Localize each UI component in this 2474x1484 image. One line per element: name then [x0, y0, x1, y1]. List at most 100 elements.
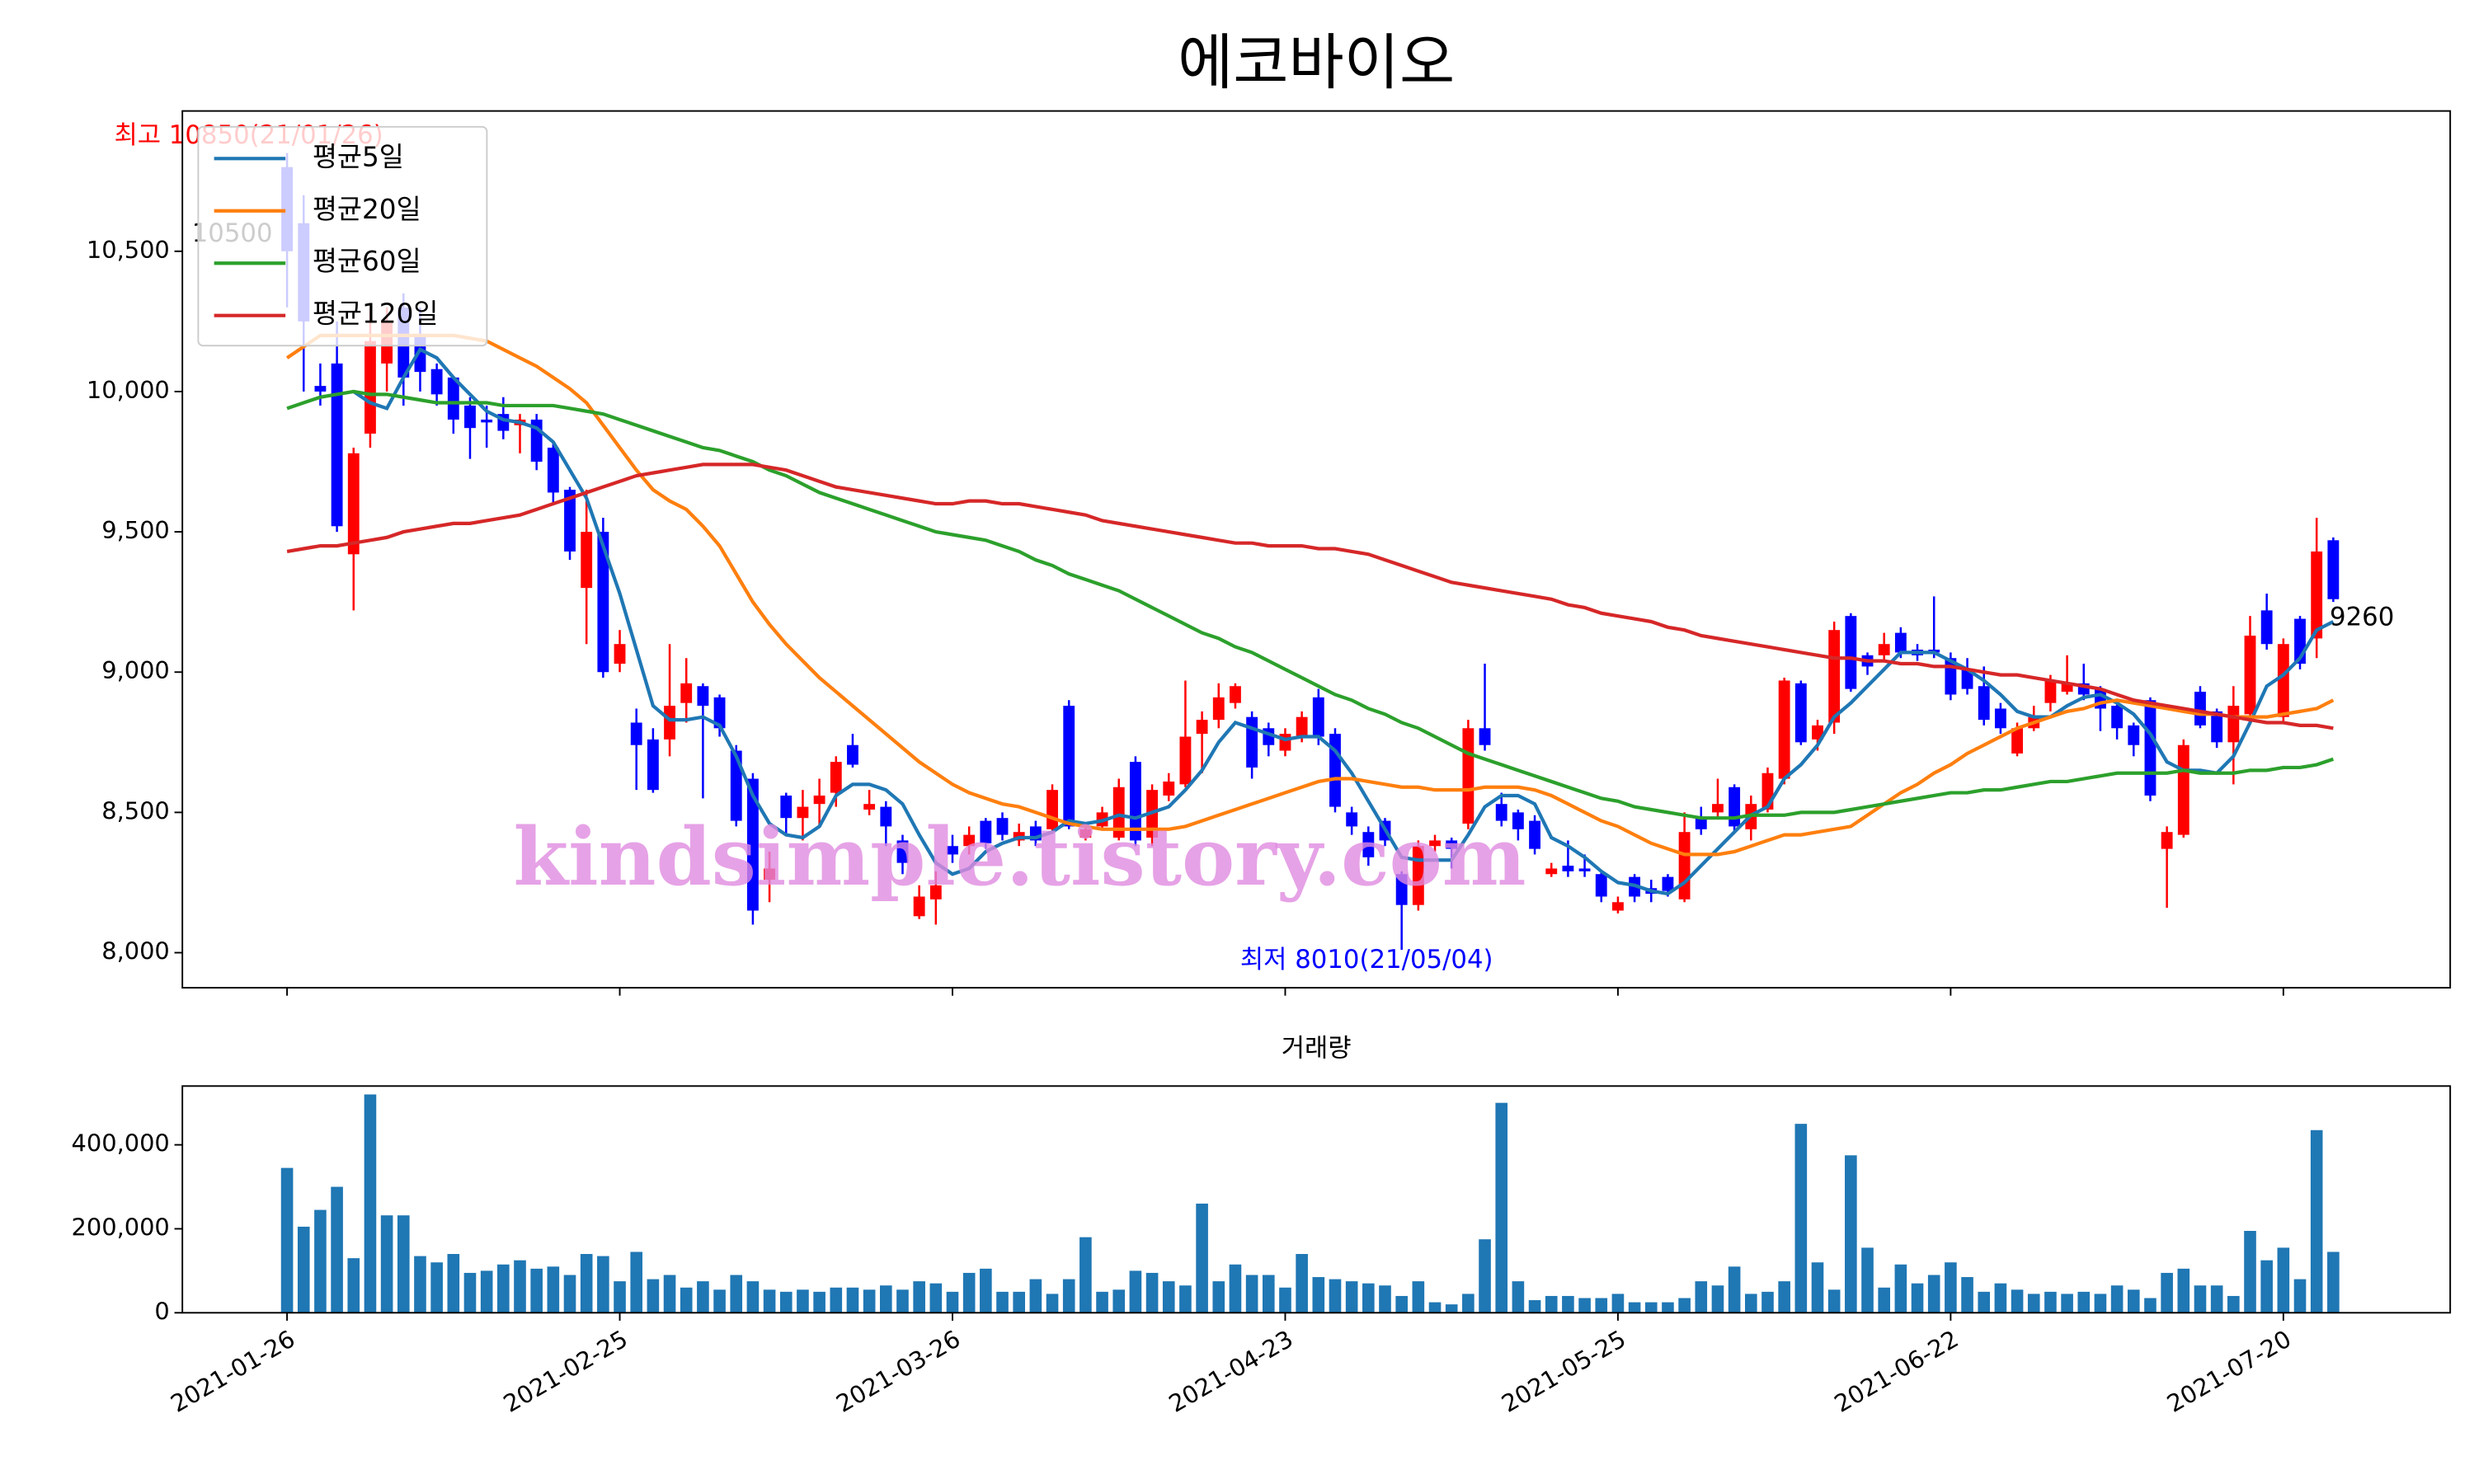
y-tick-label: 8,000 — [101, 937, 170, 965]
volume-bar — [1329, 1279, 1342, 1313]
volume-bar — [730, 1275, 743, 1313]
volume-bar — [1345, 1281, 1358, 1313]
candle-body — [2044, 680, 2057, 703]
candle-body — [2327, 540, 2340, 599]
candle-body — [1712, 804, 1724, 813]
volume-bar — [1811, 1262, 1824, 1313]
volume-bar — [2061, 1294, 2073, 1313]
volume-bar — [929, 1283, 943, 1313]
volume-bar — [1994, 1283, 2007, 1313]
volume-bar — [1562, 1295, 1574, 1313]
candle-body — [1112, 787, 1125, 838]
y-tick-label: 9,500 — [101, 516, 170, 544]
ma-line — [352, 347, 2335, 896]
candle-body — [929, 885, 942, 899]
candle-body — [1230, 686, 1241, 703]
candle-body — [880, 806, 892, 827]
candle-body — [996, 818, 1009, 835]
candle-body — [1994, 708, 2006, 729]
volume-bar — [1129, 1270, 1142, 1313]
ma-line — [286, 463, 2334, 730]
candle-body — [1978, 686, 1990, 721]
volume-bar — [1961, 1277, 1973, 1313]
candle-body — [1578, 868, 1591, 871]
volume-bar — [962, 1272, 976, 1313]
volume-bar — [1611, 1294, 1625, 1313]
volume-bar — [2044, 1291, 2057, 1313]
candle-body — [1794, 683, 1807, 743]
candle-body — [1562, 866, 1574, 871]
axes-frame — [181, 110, 2452, 989]
volume-bar — [697, 1281, 709, 1313]
volume-bar — [1894, 1264, 1907, 1313]
candle-body — [564, 490, 576, 552]
candle-body — [1828, 630, 1841, 723]
candle-body — [481, 419, 493, 423]
volume-bar — [663, 1275, 676, 1313]
volume-bar — [980, 1268, 992, 1313]
volume-bar — [414, 1256, 426, 1313]
volume-bar — [2293, 1279, 2307, 1313]
volume-bar — [863, 1289, 876, 1313]
volume-bar — [1595, 1298, 1608, 1313]
candle-body — [1529, 820, 1540, 849]
volume-bar — [430, 1262, 443, 1313]
legend-label: 평균60일 — [313, 246, 421, 277]
volume-bar — [1927, 1275, 1940, 1313]
ma-line — [285, 333, 2335, 857]
volume-bar — [514, 1260, 526, 1313]
volume-bar — [563, 1275, 576, 1313]
volume-bar — [1212, 1281, 1225, 1313]
candle-body — [2211, 711, 2223, 743]
volume-bar — [2210, 1285, 2223, 1313]
volume-bar — [1728, 1266, 1741, 1313]
volume-bar — [1229, 1264, 1242, 1313]
candle-body — [547, 447, 559, 493]
volume-bar — [1046, 1294, 1059, 1313]
candle-body — [680, 683, 693, 703]
candle-body — [1695, 818, 1707, 829]
candle-body — [347, 453, 360, 555]
volume-bar — [2310, 1129, 2323, 1313]
y-tick-label: 400,000 — [72, 1129, 170, 1158]
volume-bar — [2194, 1285, 2207, 1313]
candle-body — [2144, 700, 2157, 796]
candle-body — [430, 369, 443, 395]
volume-bar — [1029, 1279, 1042, 1313]
volume-bar — [680, 1287, 693, 1313]
candle-body — [2128, 725, 2140, 745]
candle-body — [980, 820, 992, 843]
volume-bar — [2277, 1247, 2290, 1313]
volume-bar — [797, 1289, 809, 1313]
candle-body — [1129, 762, 1141, 841]
candle-body — [1495, 804, 1507, 821]
volume-bar — [380, 1215, 393, 1313]
watermark: kindsimple.tistory.com — [514, 810, 1526, 904]
volume-bar — [530, 1268, 543, 1313]
candle-body — [1163, 781, 1175, 796]
volume-bar — [1395, 1295, 1408, 1313]
candle-body — [314, 386, 327, 392]
volume-bar — [996, 1291, 1009, 1313]
candle-body — [1296, 716, 1308, 737]
volume-bar — [2144, 1298, 2157, 1313]
volume-bar — [846, 1287, 859, 1313]
candle-body — [1961, 669, 1973, 689]
candle-body — [1778, 680, 1790, 779]
candle-body — [614, 644, 626, 665]
candle-body — [1894, 632, 1907, 653]
volume-bar — [1013, 1291, 1025, 1313]
candle-body — [2277, 644, 2289, 717]
volume-bar — [2244, 1231, 2256, 1313]
volume-bar — [1845, 1155, 1857, 1313]
volume-bar — [630, 1252, 643, 1313]
candle-body — [1678, 832, 1691, 899]
candle-body — [1362, 832, 1375, 857]
candle-body — [2194, 692, 2206, 726]
volume-bar — [1711, 1285, 1724, 1313]
volume-bar — [763, 1289, 776, 1313]
candle-body — [730, 750, 742, 821]
candle-body — [896, 840, 909, 863]
